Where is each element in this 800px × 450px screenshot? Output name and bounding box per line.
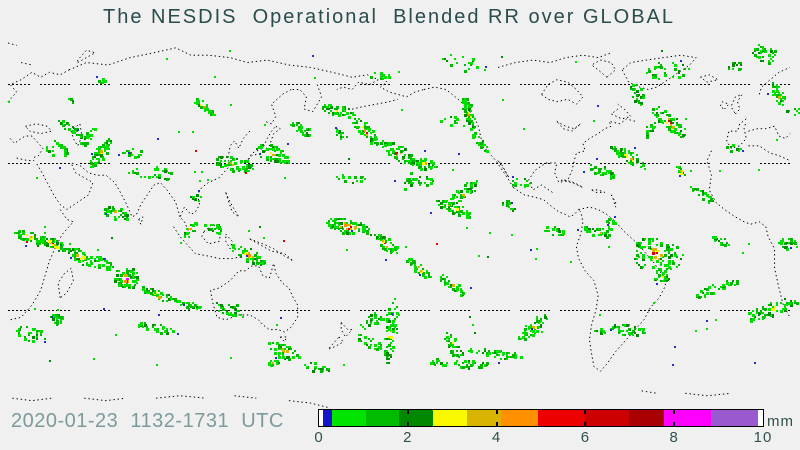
colorbar-tick-label: 0: [314, 429, 324, 446]
colorbar-segment: [629, 410, 664, 426]
colorbar-segment: [711, 410, 758, 426]
colorbar-tick: [406, 422, 409, 426]
colorbar-segment: [758, 410, 763, 426]
rainrate-colorbar: [318, 409, 764, 427]
colorbar-segment: [323, 410, 332, 426]
colorbar-tick-label: 8: [669, 429, 679, 446]
colorbar-segment: [584, 410, 629, 426]
colorbar-segment: [319, 410, 323, 426]
colorbar-segment: [366, 410, 399, 426]
colorbar-segment: [332, 410, 366, 426]
colorbar-segment: [501, 410, 538, 426]
colorbar-tick: [495, 422, 498, 426]
colorbar-tick-label: 2: [403, 429, 413, 446]
timestamp-label: 2020-01-23 1132-1731 UTC: [11, 410, 284, 432]
colorbar-segment: [467, 410, 501, 426]
colorbar-segment: [664, 410, 711, 426]
colorbar-tick: [584, 422, 587, 426]
colorbar-tick-label: 6: [580, 429, 591, 446]
colorbar-tick-label: 10: [753, 429, 773, 446]
colorbar-tick: [584, 410, 587, 414]
colorbar-tick: [495, 410, 498, 414]
colorbar-segment: [433, 410, 467, 426]
colorbar-tick-label: 4: [491, 429, 502, 446]
colorbar-tick: [406, 410, 409, 414]
colorbar-tick: [673, 422, 676, 426]
colorbar-segment: [399, 410, 433, 426]
colorbar-segment: [538, 410, 584, 426]
colorbar-unit-label: mm: [767, 413, 794, 430]
colorbar-tick: [673, 410, 676, 414]
